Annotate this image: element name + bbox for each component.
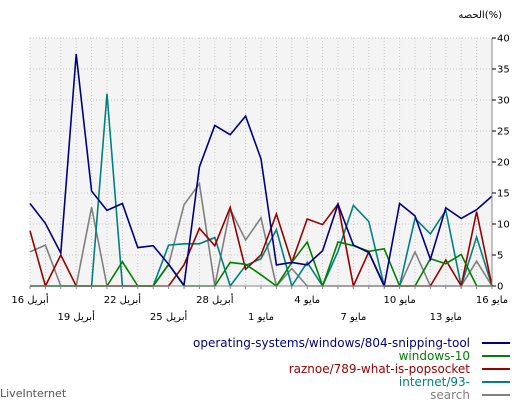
- y-tick-label: 5: [497, 251, 503, 262]
- x-tick-label-upper: 22 أبريل: [104, 293, 142, 306]
- x-tick-label-upper: 28 أبريل: [196, 293, 234, 306]
- x-tick-label-lower: 19 أبريل: [58, 310, 96, 323]
- y-axis-label: الحصه(%): [458, 10, 502, 21]
- legend-label-3: raznoe/789-what-is-popsocket: [289, 362, 471, 376]
- y-tick-label: 35: [497, 65, 510, 76]
- y-tick-label: 40: [497, 34, 510, 45]
- y-tick-label: 0: [497, 282, 503, 293]
- footer-brand: LiveInternet: [0, 387, 67, 400]
- x-tick-label-lower: 1 مايو: [248, 312, 274, 323]
- series-line-4: [30, 93, 493, 290]
- y-tick-label: 30: [497, 96, 510, 107]
- y-tick-label: 10: [497, 220, 510, 231]
- x-tick-label-upper: 16 مايو: [476, 295, 508, 306]
- y-tick-label: 20: [497, 158, 510, 169]
- x-tick-label-lower: 25 أبريل: [150, 310, 188, 323]
- x-tick-label-lower: 13 مايو: [430, 312, 462, 323]
- y-tick-label: 25: [497, 127, 510, 138]
- legend-label-5: search: [430, 388, 470, 402]
- legend-label-4: internet/93-: [399, 375, 470, 389]
- x-tick-label-upper: 10 مايو: [383, 295, 415, 306]
- x-tick-label-lower: 7 مايو: [340, 312, 366, 323]
- series-line-1: [29, 54, 493, 289]
- legend-label-1: operating-systems/windows/804-snipping-t…: [193, 336, 470, 350]
- x-tick-label-upper: 4 مايو: [294, 295, 320, 306]
- x-tick-label-upper: 16 أبريل: [11, 293, 49, 306]
- legend-label-2: windows-10: [399, 349, 470, 363]
- y-tick-label: 15: [497, 189, 510, 200]
